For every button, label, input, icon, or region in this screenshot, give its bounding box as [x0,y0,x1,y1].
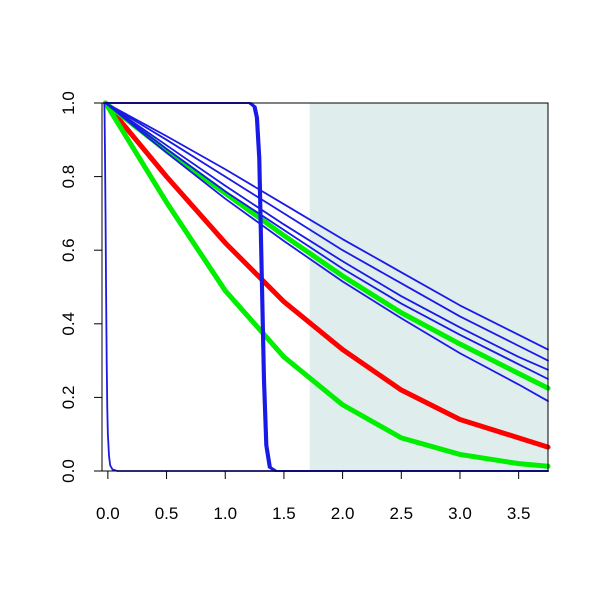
series-line-4 [104,102,549,351]
x-tick-label: 3.5 [507,504,531,523]
x-tick-label: 0.5 [155,504,179,523]
series-line-12 [104,102,549,472]
series-line-1 [103,100,551,450]
y-tick-label: 0.0 [59,459,78,483]
series-line-5 [104,102,549,362]
x-axis: 0.0 0.5 1.0 1.5 2.0 2.5 3.0 3.5 [96,470,531,523]
x-tick-label: 2.5 [389,504,413,523]
y-tick-label: 0.4 [59,312,78,336]
series-line-3 [103,100,551,391]
y-tick-label: 0.6 [59,238,78,262]
y-tick-label: 0.8 [59,165,78,189]
series-layer [103,100,551,472]
y-tick-label: 1.0 [59,91,78,115]
x-tick-label: 3.0 [448,504,472,523]
x-tick-label: 2.0 [331,504,355,523]
series-line-6 [104,102,549,371]
y-axis: 0.0 0.2 0.4 0.6 0.8 1.0 [59,91,103,483]
series-line-2 [103,100,551,469]
y-tick-label: 0.2 [59,386,78,410]
series-line-7 [104,102,549,380]
series-line-9 [103,102,549,472]
x-tick-label: 1.0 [213,504,237,523]
plot-area [101,100,551,472]
series-line-8 [104,102,549,402]
x-tick-label: 0.0 [96,504,120,523]
x-tick-label: 1.5 [272,504,296,523]
